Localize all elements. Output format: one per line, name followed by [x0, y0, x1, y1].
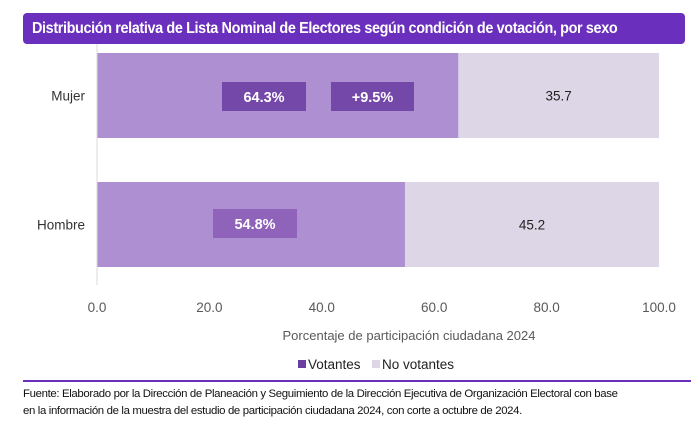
bars-layer [97, 53, 659, 267]
difference-annotation: +9.5% [352, 90, 394, 106]
legend-marker-no-votantes [372, 360, 380, 368]
votantes-data-label: 64.3% [243, 90, 284, 106]
difference-annotation-box [331, 82, 414, 111]
legend-label-votantes: Votantes [308, 357, 361, 372]
x-tick-labels: 0.0 20.0 40.0 60.0 80.0 100.0 [88, 300, 676, 315]
legend-marker-votantes [298, 360, 306, 368]
votantes-data-label: 54.8% [234, 217, 275, 233]
x-tick-label: 80.0 [533, 300, 559, 315]
votantes-label-box [222, 82, 306, 111]
x-tick-label: 40.0 [309, 300, 335, 315]
bar-no-votantes-hombre [404, 182, 659, 267]
legend-label-no-votantes: No votantes [382, 357, 454, 372]
labels-layer: Mujer 64.3% 35.7 Hombre 54.8% 45.2 +9.5% [37, 82, 572, 238]
chart-title-bar: Distribución relativa de Lista Nominal d… [23, 13, 685, 44]
x-tick-label: 100.0 [642, 300, 676, 315]
bar-chart: Mujer 64.3% 35.7 Hombre 54.8% 45.2 +9.5% 0.0 20… [37, 44, 676, 372]
no-votantes-data-label: 35.7 [546, 89, 572, 104]
footnote-divider [23, 380, 691, 382]
chart-title: Distribución relativa de Lista Nominal d… [32, 20, 618, 37]
votantes-label-box [213, 209, 297, 238]
no-votantes-data-label: 45.2 [519, 218, 545, 233]
x-tick-label: 60.0 [421, 300, 447, 315]
bar-no-votantes-mujer [458, 53, 659, 138]
footnote-line-1: Fuente: Elaborado por la Dirección de Pl… [23, 388, 618, 400]
source-footnote: Fuente: Elaborado por la Dirección de Pl… [23, 386, 693, 420]
legend: Votantes No votantes [298, 357, 454, 372]
footnote-line-2: en la información de la muestra del estu… [23, 405, 522, 417]
x-tick-label: 0.0 [88, 300, 107, 315]
x-axis-label: Porcentaje de participación ciudadana 20… [283, 328, 536, 343]
x-tick-label: 20.0 [196, 300, 222, 315]
category-label: Mujer [51, 89, 85, 104]
category-label: Hombre [37, 218, 85, 233]
